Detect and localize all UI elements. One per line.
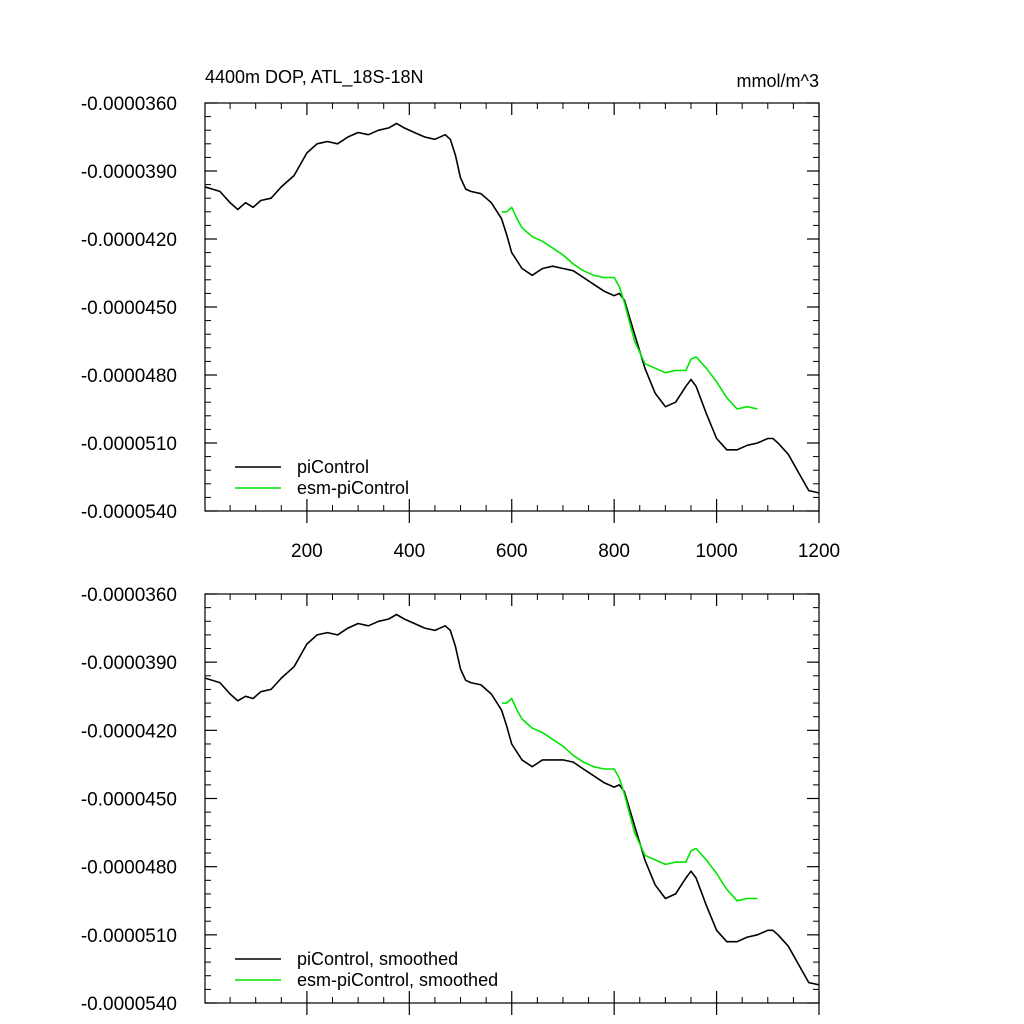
x-tick-label: 800 — [598, 541, 630, 562]
y-tick-label: -0.0000540 — [81, 994, 177, 1015]
legend-label: esm-piControl — [297, 478, 409, 498]
x-tick-label: 1200 — [798, 541, 840, 562]
legend-label: esm-piControl, smoothed — [297, 970, 498, 990]
y-tick-label: -0.0000360 — [81, 94, 177, 115]
x-tick-label: 200 — [291, 541, 323, 562]
y-tick-label: -0.0000510 — [81, 434, 177, 455]
chart-title: 4400m DOP, ATL_18S-18N — [205, 67, 423, 88]
series-line-picontrol-smoothed — [205, 613, 819, 986]
legend-label: piControl, smoothed — [297, 949, 458, 969]
y-tick-label: -0.0000510 — [81, 926, 177, 947]
series-line-esm-picontrol — [502, 206, 758, 410]
series-line-picontrol — [205, 122, 819, 494]
legend-label: piControl — [297, 457, 369, 477]
x-tick-label: 1000 — [695, 541, 737, 562]
y-tick-label: -0.0000450 — [81, 790, 177, 811]
y-tick-label: -0.0000390 — [81, 162, 177, 183]
y-tick-label: -0.0000360 — [81, 585, 177, 606]
units-label: mmol/m^3 — [737, 71, 819, 91]
x-tick-label: 400 — [393, 541, 425, 562]
y-tick-label: -0.0000450 — [81, 298, 177, 319]
y-tick-label: -0.0000420 — [81, 721, 177, 742]
y-tick-label: -0.0000540 — [81, 502, 177, 523]
y-tick-label: -0.0000420 — [81, 230, 177, 251]
y-tick-label: -0.0000480 — [81, 858, 177, 879]
series-line-esm-picontrol-smoothed — [502, 697, 758, 902]
chart-panel-1: 4400m DOP, ATL_18S-18N mmol/m^3 200 400 600 8… — [81, 67, 840, 562]
chart-panel-2: -0.0000360 -0.0000390 -0.0000420 -0.0000450… — [81, 585, 820, 1015]
x-tick-label: 600 — [496, 541, 528, 562]
y-tick-label: -0.0000390 — [81, 653, 177, 674]
y-tick-label: -0.0000480 — [81, 366, 177, 387]
